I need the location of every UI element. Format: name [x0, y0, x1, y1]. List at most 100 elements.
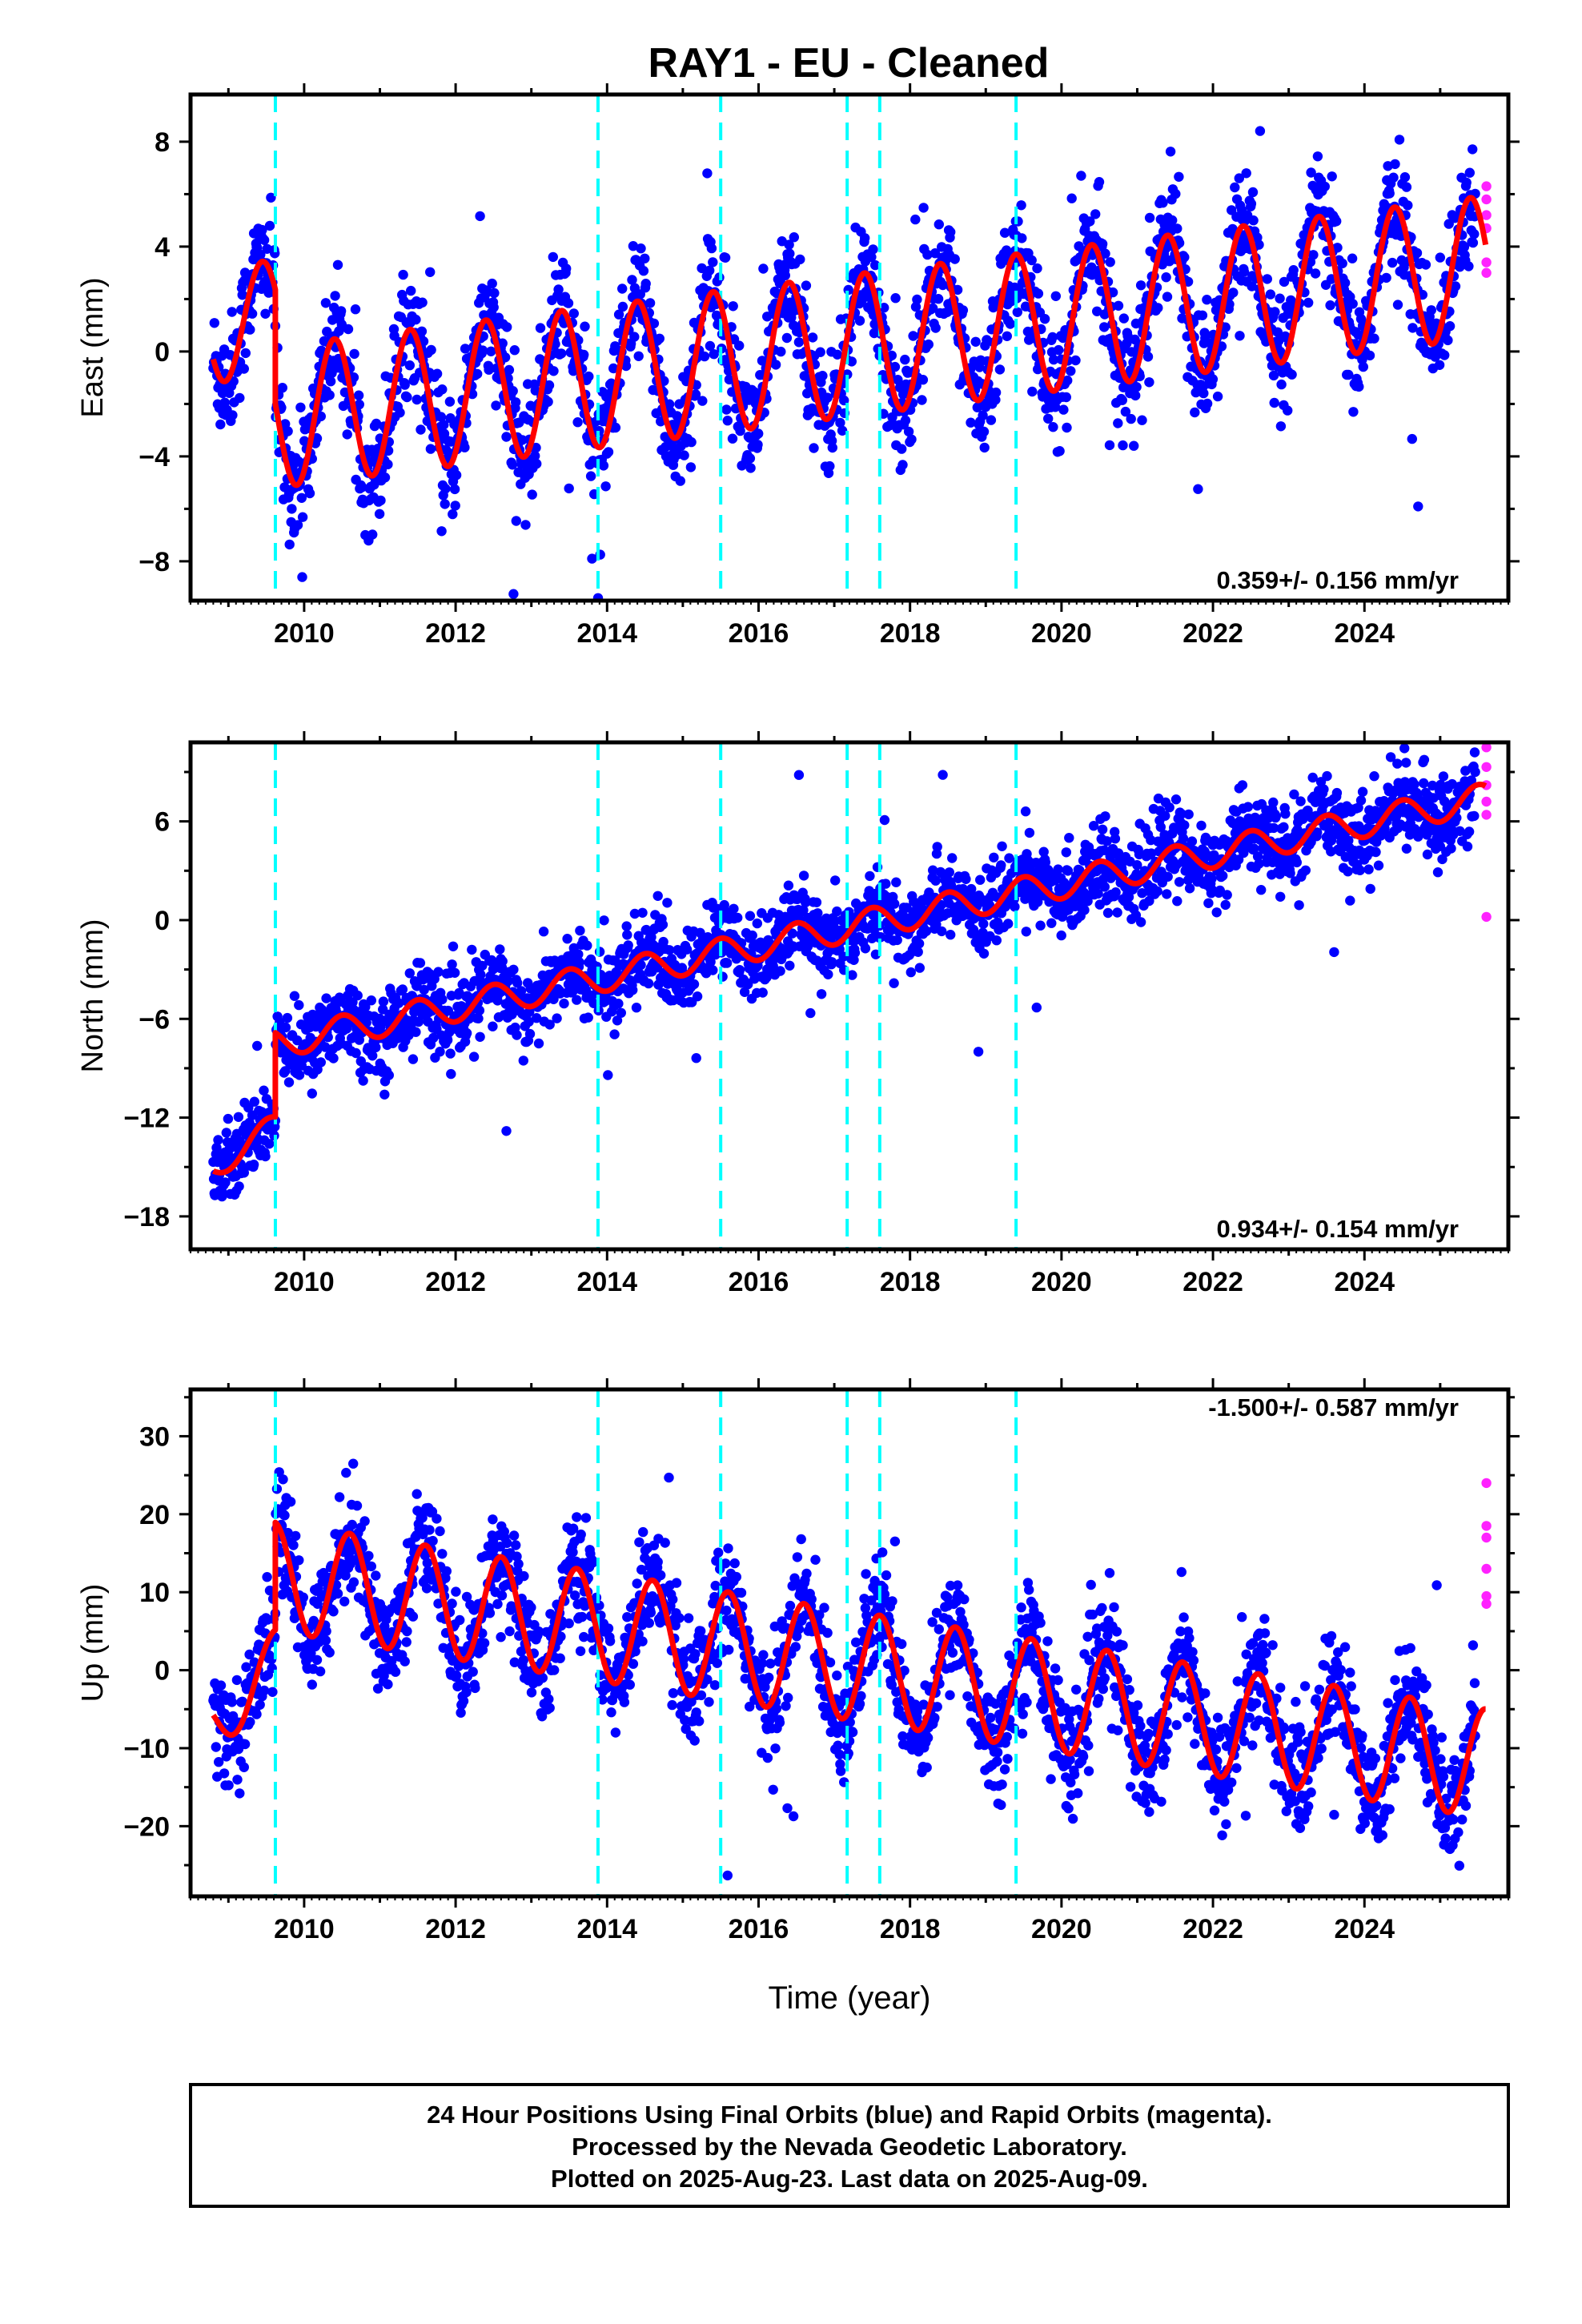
data-point [366, 995, 376, 1006]
data-point [1399, 743, 1410, 754]
data-point [1461, 177, 1472, 188]
data-point [1443, 335, 1453, 346]
data-point [641, 924, 652, 935]
data-point [947, 853, 958, 863]
data-point [475, 1031, 485, 1043]
data-point [705, 340, 716, 352]
data-point [932, 842, 942, 852]
data-point [1203, 898, 1214, 909]
data-point [553, 284, 564, 295]
data-point [705, 956, 716, 967]
data-point [793, 337, 805, 348]
data-point [729, 903, 739, 915]
rapid-point [1481, 911, 1492, 923]
data-point [1050, 291, 1062, 301]
data-point [1435, 252, 1446, 263]
data-point [233, 1112, 244, 1123]
east-panel: 2010 2012 2014 2016 2018 2020 2022 2024−8−4048E… [76, 83, 1520, 686]
data-point [1064, 833, 1074, 843]
data-point [745, 453, 756, 464]
data-point [629, 908, 640, 919]
x-tick-label: 2014 [576, 618, 637, 649]
data-point [697, 263, 707, 274]
data-point [829, 917, 840, 927]
data-point [227, 410, 238, 420]
data-point [503, 976, 513, 987]
data-point [221, 1128, 231, 1138]
data-point [994, 364, 1006, 375]
data-point [507, 460, 518, 470]
data-point [931, 919, 942, 930]
data-point [544, 380, 555, 391]
data-point [640, 253, 650, 263]
data-point [280, 1066, 291, 1076]
data-point [1339, 278, 1351, 288]
data-point [1354, 381, 1364, 392]
data-point [1275, 293, 1285, 304]
data-point [449, 484, 460, 495]
data-point [358, 1076, 368, 1086]
data-point [335, 676, 345, 686]
data-point [934, 219, 945, 230]
data-point [1409, 779, 1419, 790]
data-point [1469, 810, 1480, 822]
data-point [654, 333, 665, 344]
data-point [460, 442, 470, 452]
data-point [921, 926, 932, 936]
data-point [282, 1012, 293, 1023]
data-point [623, 940, 633, 951]
data-point [240, 348, 251, 359]
data-point [1099, 882, 1110, 892]
data-point [966, 883, 977, 895]
data-point [1426, 305, 1437, 316]
data-point [218, 1188, 228, 1200]
data-point [978, 410, 988, 420]
data-point [245, 324, 255, 335]
data-point [1016, 200, 1026, 211]
data-point [979, 442, 990, 453]
data-point [252, 1040, 263, 1051]
data-point [397, 984, 408, 995]
data-point [770, 360, 781, 370]
data-point [870, 259, 881, 271]
data-point [1407, 323, 1418, 333]
data-point [1276, 379, 1287, 390]
data-point [798, 870, 809, 881]
data-point [1004, 853, 1014, 863]
data-point [620, 360, 632, 372]
data-point [1020, 894, 1030, 904]
data-point [1369, 771, 1379, 782]
data-point [1061, 847, 1072, 858]
data-point [1054, 344, 1064, 356]
data-point [297, 572, 307, 582]
data-point [785, 960, 795, 971]
data-point [1218, 870, 1228, 881]
data-point [966, 417, 976, 428]
data-point [1438, 771, 1449, 782]
data-point [809, 443, 819, 453]
data-point [950, 254, 960, 264]
data-point [1110, 887, 1121, 898]
data-point [1355, 865, 1365, 875]
data-point [1419, 754, 1430, 765]
data-point [908, 331, 918, 341]
data-point [1224, 299, 1235, 310]
data-point [211, 1142, 222, 1153]
data-point [1392, 300, 1403, 310]
data-point [443, 1005, 453, 1016]
data-point [1012, 307, 1023, 317]
data-point [1332, 243, 1343, 253]
data-point [572, 995, 582, 1005]
data-point [460, 344, 471, 354]
data-point [854, 316, 865, 326]
data-point [1303, 297, 1314, 308]
data-point [1144, 377, 1154, 388]
data-point [1178, 833, 1189, 844]
data-point [1373, 860, 1384, 870]
data-point [511, 516, 521, 526]
data-point [504, 364, 515, 376]
data-point [548, 251, 558, 263]
y-tick-label: 0 [155, 337, 170, 368]
data-point [508, 964, 519, 975]
data-point [1243, 802, 1254, 812]
